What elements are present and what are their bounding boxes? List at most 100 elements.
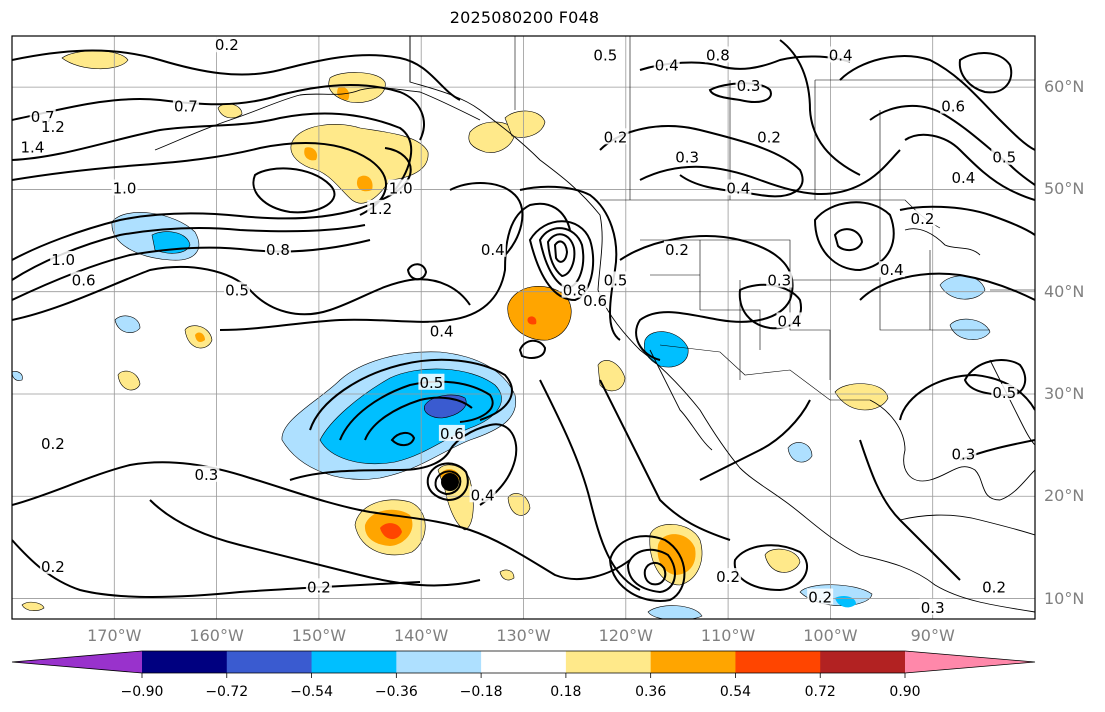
colorbar-tick-label: −0.54 bbox=[290, 684, 333, 700]
contour-label-bg bbox=[663, 240, 690, 257]
shade-positive-patch-4 bbox=[834, 383, 889, 411]
contour-label: 0.4 bbox=[951, 169, 975, 187]
contour-label: 1.2 bbox=[41, 118, 65, 136]
contour-label: 0.2 bbox=[215, 36, 239, 54]
contour-label-bg bbox=[367, 199, 394, 216]
contour-label: 0.8 bbox=[563, 282, 587, 300]
colorbar-tick-label: 0.54 bbox=[719, 684, 752, 700]
colorbar-segment bbox=[820, 651, 906, 673]
contour-label: 0.2 bbox=[716, 568, 740, 586]
contour-label: 1.4 bbox=[21, 139, 45, 157]
contour-label: 0.2 bbox=[41, 558, 65, 576]
contour-line bbox=[528, 220, 595, 302]
contour-label: 0.2 bbox=[911, 210, 935, 228]
contour-label-bg bbox=[387, 179, 414, 196]
contour-line bbox=[12, 265, 471, 321]
contour-label-bg bbox=[305, 578, 332, 595]
coastlines bbox=[154, 36, 1035, 613]
shade-positive-california-core bbox=[527, 316, 537, 325]
coastline-baja bbox=[649, 349, 713, 451]
lat-tick-label: 10°N bbox=[1044, 588, 1085, 608]
contour-label-bg bbox=[919, 598, 946, 615]
colorbar-tick-label: 0.72 bbox=[804, 684, 836, 700]
lon-tick-label: 120°W bbox=[598, 626, 653, 645]
contour-label-bg bbox=[418, 373, 445, 390]
contour-line bbox=[546, 233, 576, 278]
colorbar-segment bbox=[311, 651, 397, 673]
contour-label: 0.2 bbox=[604, 128, 628, 146]
lon-tick-label: 170°W bbox=[87, 626, 142, 645]
contour-label-bg bbox=[39, 435, 66, 452]
colorbar-tick-label: −0.90 bbox=[120, 684, 164, 700]
contour-label: 0.3 bbox=[921, 599, 945, 617]
shade-negative-patch-8 bbox=[12, 371, 23, 381]
political-borders bbox=[409, 36, 1035, 401]
shade-positive-patch-1-core bbox=[195, 332, 205, 343]
contour-label: 0.2 bbox=[982, 578, 1006, 596]
contour-label: 1.0 bbox=[113, 179, 137, 197]
contour-line bbox=[252, 167, 336, 214]
shade-positive-gulf-alaska-core-2 bbox=[356, 175, 373, 192]
colorbar-tick-label: −0.18 bbox=[459, 684, 503, 700]
contour-line bbox=[449, 182, 524, 256]
contour-label: 1.2 bbox=[368, 200, 392, 218]
contour-lines bbox=[12, 39, 1035, 602]
contour-label: 0.6 bbox=[941, 98, 965, 116]
contour-line bbox=[149, 499, 481, 587]
shade-negative-patch-1 bbox=[114, 315, 141, 333]
contour-label: 0.5 bbox=[992, 384, 1016, 402]
contour-line bbox=[779, 39, 861, 176]
map-frame bbox=[11, 35, 1036, 620]
contour-label-bg bbox=[264, 240, 291, 257]
contour-label-bg bbox=[582, 291, 609, 308]
coastline-alaska bbox=[154, 87, 481, 151]
contour-label: 0.4 bbox=[655, 57, 679, 75]
contour-line bbox=[553, 240, 569, 263]
contour-label: 0.6 bbox=[583, 292, 607, 310]
contour-label: 0.4 bbox=[778, 312, 802, 330]
colorbar-extend-max bbox=[905, 651, 1035, 673]
lon-tick-label: 160°W bbox=[189, 626, 244, 645]
shade-positive-bc-2 bbox=[504, 110, 546, 138]
contour-line bbox=[699, 399, 811, 481]
contour-label: 0.3 bbox=[767, 271, 791, 289]
contour-label: 0.4 bbox=[829, 46, 853, 64]
colorbar-segment bbox=[650, 651, 736, 673]
contour-label: 0.4 bbox=[471, 486, 495, 504]
lon-tick-label: 150°W bbox=[291, 626, 347, 645]
contour-line bbox=[859, 272, 1035, 301]
contour-label: 0.7 bbox=[174, 98, 198, 116]
contour-line bbox=[619, 235, 794, 361]
contour-label: 0.8 bbox=[266, 241, 290, 259]
contour-line bbox=[899, 205, 1035, 236]
border-canada-provinces bbox=[514, 36, 1035, 200]
shade-negative-baja bbox=[643, 331, 689, 368]
coastline-florida bbox=[989, 359, 1035, 446]
contour-line bbox=[12, 461, 631, 581]
contour-line bbox=[339, 380, 494, 441]
coastline-great-lakes bbox=[904, 228, 981, 256]
contour-label-bg bbox=[940, 97, 967, 114]
colorbar-tick-label: −0.36 bbox=[374, 684, 418, 700]
contour-line bbox=[904, 133, 1035, 201]
contour-line bbox=[12, 112, 413, 191]
contour-line bbox=[309, 358, 513, 431]
contour-label-bg bbox=[19, 138, 46, 155]
contour-label-bg bbox=[602, 271, 629, 288]
contour-label-bg bbox=[39, 118, 66, 135]
contour-line bbox=[958, 52, 1013, 94]
colorbar-tick-label: 0.18 bbox=[550, 684, 582, 700]
contour-label-bg bbox=[704, 46, 731, 63]
contour-label-bg bbox=[735, 77, 762, 94]
contour-line bbox=[12, 539, 421, 598]
coastline-cuba bbox=[899, 514, 1035, 536]
contour-line bbox=[643, 562, 667, 586]
plot-title: 2025080200 F048 bbox=[449, 8, 600, 27]
contour-line bbox=[608, 535, 686, 602]
contour-label-bg bbox=[991, 148, 1018, 165]
contour-line bbox=[426, 462, 469, 502]
shade-positive-patch-7 bbox=[21, 601, 45, 611]
coastline-gulf-mexico bbox=[869, 399, 1035, 501]
contour-label: 0.2 bbox=[307, 578, 331, 596]
contour-label: 0.5 bbox=[992, 149, 1016, 167]
